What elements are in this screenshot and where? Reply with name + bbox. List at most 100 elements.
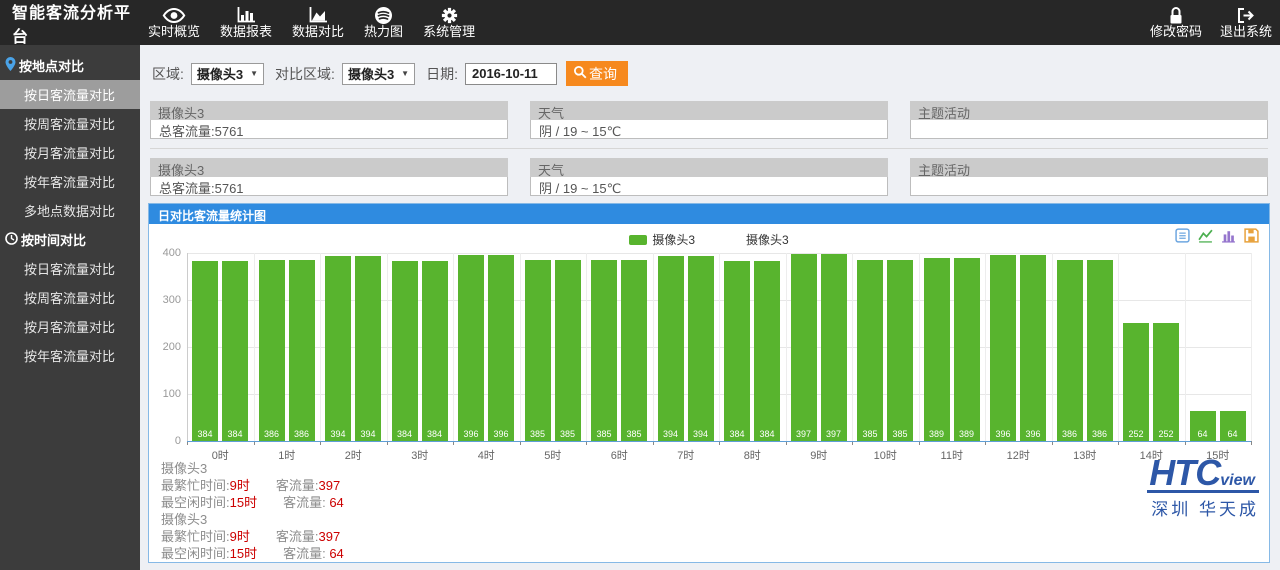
gridline [852, 253, 853, 441]
logo-brand: HTC [1149, 451, 1221, 493]
legend-swatch [723, 234, 741, 245]
y-axis-tick-label: 0 [174, 435, 181, 447]
gridline [1051, 253, 1053, 441]
legend-label: 摄像头3 [746, 233, 789, 247]
top-nav: 实时概览 数据报表 数据对比 热力图 系统管理 [148, 6, 475, 40]
sidebar-item[interactable]: 按月客流量对比 [24, 320, 116, 335]
y-axis-tick-label: 100 [162, 388, 181, 400]
chart-panel: 日对比客流量统计图 摄像头3 摄像头3 0 100 200 300 400 384 384 0时… [148, 203, 1270, 563]
legend-item[interactable]: 摄像头3 [723, 231, 789, 248]
gridline [985, 253, 986, 441]
legend-swatch [629, 234, 648, 245]
x-axis-tick [1118, 441, 1119, 445]
bar-value-label: 384 [197, 429, 213, 439]
x-axis-tick [652, 441, 654, 445]
nav-logout[interactable]: 退出系统 [1220, 6, 1272, 40]
stat-block: 摄像头3 最繁忙时间:9时 客流量:397 最空闲时间:15时 客流量: 64 [161, 511, 344, 562]
bar: 396 [1020, 254, 1046, 441]
stat-idle-line: 最空闲时间:15时 客流量: 64 [161, 546, 344, 561]
lock-icon [1168, 6, 1184, 25]
legend-item[interactable]: 摄像头3 [629, 231, 695, 248]
gridline [1184, 253, 1186, 441]
bar: 386 [1086, 259, 1113, 441]
nav-realtime-overview[interactable]: 实时概览 [148, 6, 200, 40]
date-input[interactable] [464, 62, 557, 85]
bar-value-label: 385 [529, 429, 546, 439]
linechart-icon[interactable] [1198, 228, 1213, 243]
info-panel-value: 总客流量:5761 [150, 120, 508, 139]
bar: 64 [1189, 410, 1216, 441]
bar-value-label: 252 [1128, 429, 1144, 439]
bar: 396 [458, 254, 484, 441]
sidebar-section-1[interactable]: 按时间对比 [0, 225, 140, 254]
region-select[interactable]: 摄像头3 ▼ [190, 62, 265, 85]
bar: 385 [857, 260, 883, 441]
bar: 64 [1219, 410, 1246, 441]
bar: 394 [325, 255, 351, 441]
nav-heatmap[interactable]: 热力图 [364, 6, 403, 40]
region-select-value: 摄像头3 [196, 67, 244, 82]
nav-data-report[interactable]: 数据报表 [220, 6, 272, 40]
gear-icon [440, 6, 459, 25]
sidebar-item[interactable]: 多地点数据对比 [24, 204, 116, 219]
bar: 385 [524, 260, 551, 441]
bar-value-label: 384 [759, 429, 775, 439]
x-axis-tick-label: 14时 [1139, 450, 1163, 462]
info-panel-title: 摄像头3 [150, 158, 508, 178]
info-row: 摄像头3 总客流量:5761 天气阴 / 19 ~ 15℃ 主题活动 [150, 158, 1268, 196]
sidebar-item[interactable]: 按日客流量对比 [0, 80, 140, 109]
bar: 252 [1123, 322, 1149, 441]
bar: 384 [192, 260, 218, 441]
nav-change-password[interactable]: 修改密码 [1150, 6, 1202, 40]
filter-bar: 区域: 摄像头3 ▼ 对比区域: 摄像头3 ▼ 日期: 查询 [140, 45, 1280, 95]
x-axis-tick-label: 5时 [544, 450, 562, 462]
x-axis-tick-label: 7时 [677, 450, 695, 462]
sidebar-item[interactable]: 按年客流量对比 [24, 175, 116, 190]
bar: 384 [391, 260, 418, 441]
gridline [1251, 253, 1252, 441]
bar-value-label: 396 [493, 429, 509, 439]
logo-brand-suffix: view [1220, 471, 1255, 489]
x-axis-tick-label: 6时 [610, 450, 628, 462]
sidebar-section-0[interactable]: 按地点对比 [0, 51, 140, 80]
info-panel-title: 天气 [530, 101, 888, 121]
sidebar-item[interactable]: 按年客流量对比 [24, 349, 116, 364]
location-pin-icon [5, 57, 16, 74]
bar-value-label: 385 [596, 429, 612, 439]
compare-region-select-value: 摄像头3 [347, 67, 395, 82]
chevron-down-icon: ▼ [250, 69, 259, 78]
bar-value-label: 397 [825, 429, 842, 439]
query-button[interactable]: 查询 [565, 61, 628, 86]
bar: 389 [923, 258, 950, 441]
sidebar-item[interactable]: 按日客流量对比 [24, 262, 116, 277]
save-image-icon[interactable] [1244, 228, 1259, 243]
sidebar: 按地点对比 按日客流量对比 按周客流量对比 按月客流量对比 按年客流量对比 多地点数据对比… [0, 45, 140, 570]
stat-camera-name: 摄像头3 [161, 512, 208, 527]
bar-value-label: 385 [892, 429, 908, 439]
nav-system-admin[interactable]: 系统管理 [423, 6, 475, 40]
x-axis-tick [1184, 441, 1186, 445]
bar-value-label: 384 [396, 429, 413, 439]
bar: 397 [790, 254, 817, 441]
bar-value-label: 389 [928, 429, 945, 439]
sidebar-item[interactable]: 按周客流量对比 [24, 291, 116, 306]
x-axis-tick-label: 8时 [743, 450, 761, 462]
bar-value-label: 396 [995, 429, 1011, 439]
app-title: 智能客流分析平台 [12, 4, 132, 46]
legend-label: 摄像头3 [652, 233, 695, 247]
compare-region-select[interactable]: 摄像头3 ▼ [341, 62, 416, 85]
sidebar-item[interactable]: 按周客流量对比 [24, 117, 116, 132]
bar-value-label: 389 [958, 429, 975, 439]
bar-value-label: 386 [293, 429, 310, 439]
bar-value-label: 394 [330, 429, 346, 439]
nav-data-compare[interactable]: 数据对比 [292, 6, 344, 40]
x-axis-tick [453, 441, 454, 445]
x-axis-tick [519, 441, 521, 445]
bar-value-label: 386 [1091, 429, 1108, 439]
bar-value-label: 386 [263, 429, 280, 439]
search-icon [573, 65, 587, 82]
dataview-icon[interactable] [1175, 228, 1190, 243]
sidebar-item[interactable]: 按月客流量对比 [24, 146, 116, 161]
info-panel-title: 主题活动 [910, 158, 1268, 178]
barchart-icon[interactable] [1221, 228, 1236, 243]
